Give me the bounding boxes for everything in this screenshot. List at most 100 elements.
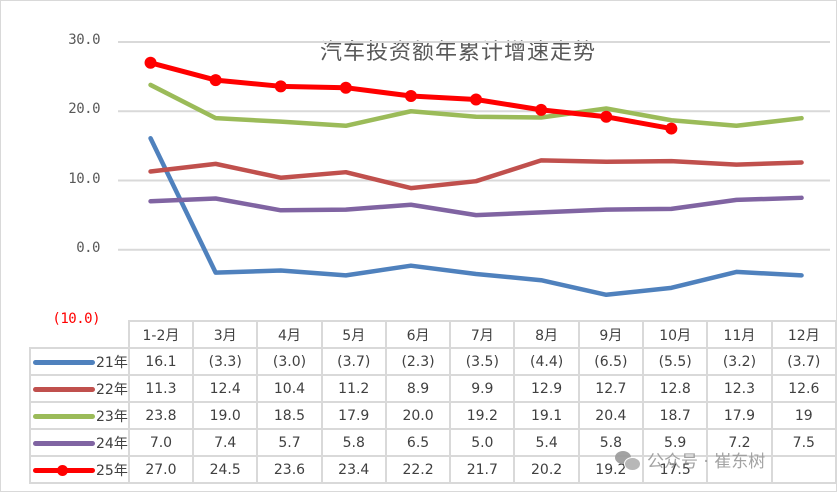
- table-cell: 9.9: [449, 374, 516, 403]
- table-cell: 20.2: [513, 455, 580, 484]
- table-cell: 5.4: [513, 428, 580, 457]
- data-table: 1-2月 3月 4月 5月 6月 7月 8月 9月 10月 11月 12月 21年 16.1 (3.3)(…: [29, 320, 837, 484]
- table-cell: 5.8: [320, 428, 387, 457]
- table-cell: 6.5: [384, 428, 452, 457]
- legend-label: 21年: [96, 354, 128, 371]
- series-line-24年: [148, 195, 804, 218]
- table-cell: 20.0: [384, 401, 452, 430]
- table-cell: 12.8: [642, 374, 709, 403]
- table-cell: 12.6: [770, 374, 837, 403]
- series-marker: [665, 122, 678, 135]
- series-marker: [404, 90, 417, 103]
- table-cell: 27.0: [127, 455, 195, 484]
- table-cell: 12.7: [577, 374, 645, 403]
- table-cell: 18.5: [256, 401, 323, 430]
- legend-entry: 23年: [29, 401, 130, 430]
- series-line-23年: [148, 82, 804, 129]
- table-cell: 24.5: [192, 455, 259, 484]
- series-marker: [209, 74, 222, 87]
- series-marker: [274, 80, 287, 93]
- y-tick-label: 0.0: [76, 239, 100, 256]
- table-cell: (2.3): [384, 347, 452, 376]
- table-header-row: 1-2月 3月 4月 5月 6月 7月 8月 9月 10月 11月 12月: [30, 320, 837, 349]
- series-marker: [339, 81, 352, 94]
- table-cell: 23.6: [256, 455, 323, 484]
- category-header: 11月: [706, 320, 773, 349]
- table-cell: 12.4: [192, 374, 259, 403]
- watermark: 公众号 · 崔东树: [615, 447, 765, 472]
- table-row: 23年 23.8 19.0 18.5 17.9 20.0 19.2 19.1 20.4 18.7 1…: [29, 401, 837, 430]
- table-cell: 5.0: [449, 428, 516, 457]
- table-cell: 5.8: [577, 428, 645, 457]
- table-cell: 17.9: [706, 401, 773, 430]
- legend-line-icon: [33, 465, 95, 476]
- series-marker: [600, 110, 613, 123]
- category-header: 4月: [256, 320, 323, 349]
- y-tick-label: 30.0: [68, 32, 100, 48]
- table-cell: 7.0: [127, 428, 195, 457]
- legend-line-icon: [33, 387, 95, 392]
- legend-line-icon: [33, 360, 95, 365]
- table-cell: (3.7): [770, 347, 837, 376]
- table-cell: 12.9: [513, 374, 580, 403]
- legend-line-icon: [33, 441, 95, 446]
- table-cell: 19.1: [513, 401, 580, 430]
- category-header: 7月: [449, 320, 516, 349]
- table-cell: 16.1: [127, 347, 195, 376]
- legend-line-icon: [33, 414, 95, 419]
- table-cell: 7.2: [706, 428, 773, 457]
- table-cell: 19.0: [192, 401, 259, 430]
- table-cell: 11.3: [127, 374, 195, 403]
- legend-label: 24年: [96, 435, 128, 452]
- table-cell: (5.5): [642, 347, 709, 376]
- table-cell: 8.9: [384, 374, 452, 403]
- series-marker: [535, 103, 548, 116]
- table-cell: (4.4): [513, 347, 580, 376]
- table-row: 22年 11.3 12.4 10.4 11.2 8.9 9.9 12.9 12.7 12.8 12.…: [29, 374, 837, 403]
- chart-title: 汽车投资额年累计增速走势: [320, 40, 597, 65]
- legend-label: 23年: [96, 408, 128, 425]
- table-cell: (3.7): [320, 347, 387, 376]
- legend-entry: 25年: [29, 455, 130, 484]
- category-header: 6月: [384, 320, 452, 349]
- y-tick-label: 10.0: [68, 170, 100, 187]
- table-cell: (3.5): [449, 347, 516, 376]
- table-cell: 7.5: [770, 428, 837, 457]
- legend-entry: 21年: [29, 347, 130, 376]
- table-cell: 10.4: [256, 374, 323, 403]
- table-cell: (3.2): [706, 347, 773, 376]
- category-header: 5月: [320, 320, 387, 349]
- table-cell: 19.2: [449, 401, 516, 430]
- table-cell: (3.0): [256, 347, 323, 376]
- legend-label: 22年: [96, 381, 128, 398]
- table-cell: 17.9: [320, 401, 387, 430]
- table-cell: 12.3: [706, 374, 773, 403]
- table-cell: 5.7: [256, 428, 323, 457]
- category-header: 8月: [513, 320, 580, 349]
- table-row: 24年 7.0 7.4 5.7 5.8 6.5 5.0 5.4 5.8 5.9 7.2 7.5: [29, 428, 837, 457]
- legend-entry: 24年: [29, 428, 130, 457]
- table-cell: 5.9: [642, 428, 709, 457]
- table-cell: 23.4: [320, 455, 387, 484]
- table-cell: 11.2: [320, 374, 387, 403]
- table-cell: [770, 455, 837, 484]
- category-header: 9月: [577, 320, 645, 349]
- series-line-22年: [148, 158, 804, 191]
- watermark-text: 公众号 · 崔东树: [647, 452, 766, 472]
- table-row: 25年 27.0 24.5 23.6 23.4 22.2 21.7 20.2 19.2 17.5: [29, 455, 837, 484]
- table-cell: 20.4: [577, 401, 645, 430]
- table-cell: (3.3): [192, 347, 259, 376]
- wechat-icon: [615, 450, 641, 471]
- table-cell: 7.4: [192, 428, 259, 457]
- series-line-21年: [148, 136, 804, 298]
- y-tick-label: 20.0: [68, 101, 100, 118]
- table-row: 21年 16.1 (3.3) (3.0) (3.7) (2.3) (3.5) (4.4) (6.…: [29, 347, 837, 376]
- table-cell: 19: [770, 401, 837, 430]
- table-cell: [706, 455, 773, 484]
- table-corner: [30, 321, 130, 349]
- category-header: 1-2月: [127, 320, 195, 349]
- legend-entry: 22年: [29, 374, 130, 403]
- legend-label: 25年: [96, 462, 128, 479]
- series-marker: [470, 93, 483, 106]
- table-cell: 23.8: [127, 401, 195, 430]
